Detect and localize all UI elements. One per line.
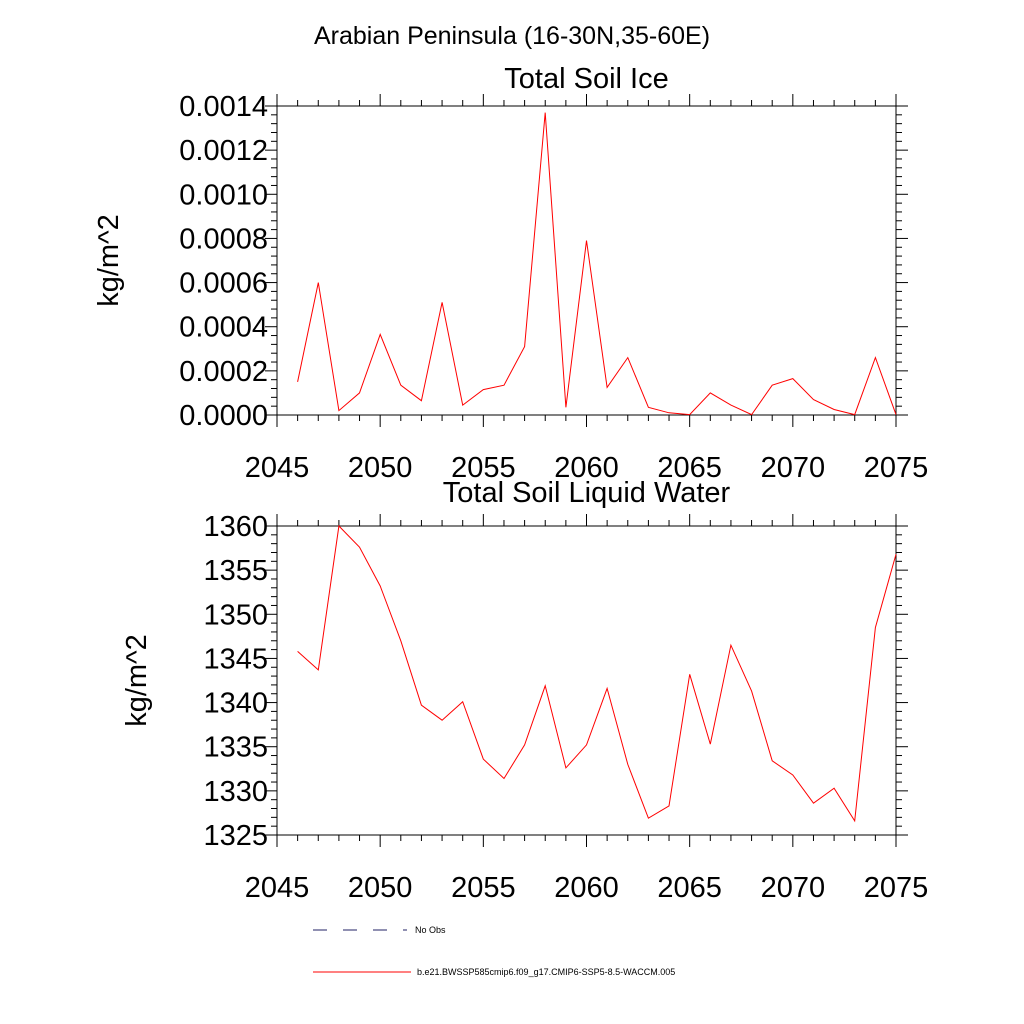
x-tick-label: 2065 xyxy=(657,872,722,904)
panel-title: Total Soil Liquid Water xyxy=(443,477,731,509)
x-tick-label: 2055 xyxy=(451,872,516,904)
y-axis-label: kg/m^2 xyxy=(93,214,125,307)
y-tick-label: 1345 xyxy=(203,643,268,675)
legend-label-no-obs: No Obs xyxy=(415,925,446,935)
y-tick-label: 0.0006 xyxy=(179,268,268,300)
figure-title: Arabian Peninsula (16-30N,35-60E) xyxy=(314,22,710,50)
x-tick-label: 2060 xyxy=(554,872,619,904)
x-tick-label: 2050 xyxy=(348,452,413,484)
x-tick-label: 2055 xyxy=(451,452,516,484)
x-tick-label: 2050 xyxy=(348,872,413,904)
y-tick-label: 1340 xyxy=(203,688,268,720)
plot-frame xyxy=(276,105,897,416)
x-tick-label: 2045 xyxy=(245,452,310,484)
x-tick-label: 2060 xyxy=(554,452,619,484)
y-tick-label: 1330 xyxy=(203,776,268,808)
y-tick-label: 0.0014 xyxy=(179,91,268,123)
y-tick-label: 0.0002 xyxy=(179,356,268,388)
panel-total-soil-liquid-water: Total Soil Liquid Water kg/m^2 2045 2050 205… xyxy=(121,477,928,904)
panel-title: Total Soil Ice xyxy=(504,63,668,95)
panel-total-soil-ice: Total Soil Ice kg/m^2 2045 2050 2055 2060 2065… xyxy=(93,63,928,484)
x-tick-label: 2070 xyxy=(761,452,826,484)
y-tick-label: 0.0012 xyxy=(179,135,268,167)
y-tick-label: 1335 xyxy=(203,732,268,764)
legend: No Obs b.e21.BWSSP585cmip6.f09_g17.CMIP6… xyxy=(313,925,675,977)
y-tick-label: 1325 xyxy=(203,820,268,852)
x-tick-label: 2045 xyxy=(245,872,310,904)
y-tick-label: 1360 xyxy=(203,511,268,543)
y-axis-label: kg/m^2 xyxy=(121,634,153,727)
x-tick-label: 2075 xyxy=(864,872,929,904)
series-line xyxy=(297,112,897,416)
y-tick-label: 0.0010 xyxy=(179,179,268,211)
x-tick-label: 2065 xyxy=(657,452,722,484)
y-tick-label: 0.0004 xyxy=(179,312,268,344)
series-line xyxy=(297,524,897,823)
x-tick-label: 2070 xyxy=(761,872,826,904)
x-tick-label: 2075 xyxy=(864,452,929,484)
y-tick-label: 1355 xyxy=(203,555,268,587)
legend-label-model: b.e21.BWSSP585cmip6.f09_g17.CMIP6-SSP5-8… xyxy=(417,967,675,977)
y-tick-label: 1350 xyxy=(203,599,268,631)
y-tick-label: 0.0000 xyxy=(179,400,268,432)
y-tick-label: 0.0008 xyxy=(179,223,268,255)
